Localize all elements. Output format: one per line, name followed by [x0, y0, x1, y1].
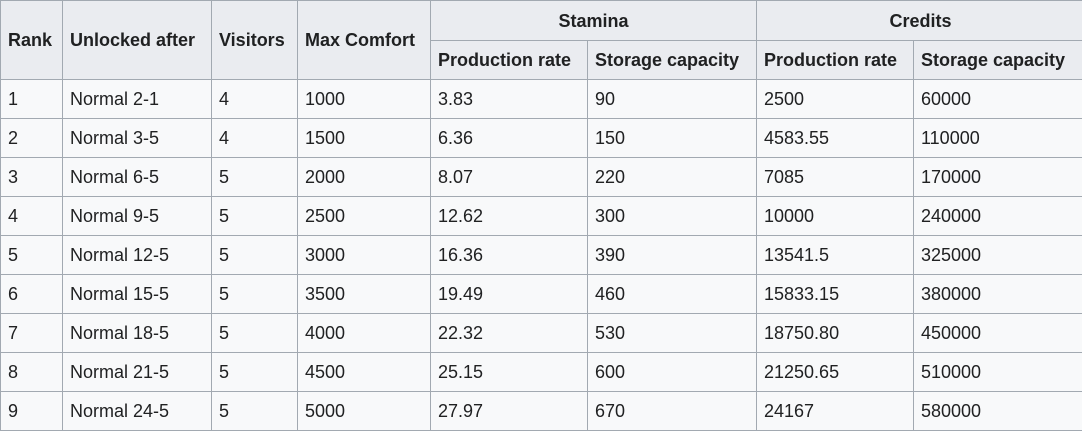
- cell-credits-storage-capacity: 450000: [914, 314, 1082, 353]
- table-row: 9 Normal 24-5 5 5000 27.97 670 24167 580…: [1, 392, 1082, 431]
- cell-stamina-production-rate: 19.49: [431, 275, 588, 314]
- cell-stamina-storage-capacity: 530: [588, 314, 757, 353]
- cell-rank: 5: [1, 236, 63, 275]
- table-row: 6 Normal 15-5 5 3500 19.49 460 15833.15 …: [1, 275, 1082, 314]
- cell-visitors: 5: [212, 392, 298, 431]
- header-visitors: Visitors: [212, 1, 298, 80]
- cell-max-comfort: 2500: [298, 197, 431, 236]
- cell-unlocked-after: Normal 2-1: [63, 80, 212, 119]
- cell-credits-storage-capacity: 510000: [914, 353, 1082, 392]
- cell-visitors: 4: [212, 80, 298, 119]
- cell-stamina-production-rate: 8.07: [431, 158, 588, 197]
- cell-credits-production-rate: 2500: [757, 80, 914, 119]
- cell-rank: 7: [1, 314, 63, 353]
- cell-credits-production-rate: 24167: [757, 392, 914, 431]
- cell-max-comfort: 5000: [298, 392, 431, 431]
- cell-rank: 1: [1, 80, 63, 119]
- cell-unlocked-after: Normal 15-5: [63, 275, 212, 314]
- cell-credits-production-rate: 10000: [757, 197, 914, 236]
- cell-visitors: 5: [212, 353, 298, 392]
- cell-rank: 3: [1, 158, 63, 197]
- cell-stamina-storage-capacity: 300: [588, 197, 757, 236]
- cell-credits-storage-capacity: 240000: [914, 197, 1082, 236]
- cell-credits-storage-capacity: 60000: [914, 80, 1082, 119]
- cell-stamina-production-rate: 6.36: [431, 119, 588, 158]
- cell-visitors: 5: [212, 158, 298, 197]
- cell-stamina-storage-capacity: 90: [588, 80, 757, 119]
- cell-stamina-storage-capacity: 220: [588, 158, 757, 197]
- table-row: 8 Normal 21-5 5 4500 25.15 600 21250.65 …: [1, 353, 1082, 392]
- cell-credits-storage-capacity: 325000: [914, 236, 1082, 275]
- cell-credits-production-rate: 13541.5: [757, 236, 914, 275]
- cell-credits-production-rate: 15833.15: [757, 275, 914, 314]
- cell-visitors: 5: [212, 236, 298, 275]
- cell-stamina-storage-capacity: 670: [588, 392, 757, 431]
- cell-max-comfort: 4500: [298, 353, 431, 392]
- cell-stamina-storage-capacity: 390: [588, 236, 757, 275]
- header-unlocked-after: Unlocked after: [63, 1, 212, 80]
- cell-stamina-storage-capacity: 150: [588, 119, 757, 158]
- header-row-top: Rank Unlocked after Visitors Max Comfort…: [1, 1, 1082, 41]
- table-row: 1 Normal 2-1 4 1000 3.83 90 2500 60000: [1, 80, 1082, 119]
- cell-rank: 4: [1, 197, 63, 236]
- table-header: Rank Unlocked after Visitors Max Comfort…: [1, 1, 1082, 80]
- header-credits-group: Credits: [757, 1, 1082, 41]
- cell-stamina-production-rate: 25.15: [431, 353, 588, 392]
- cell-credits-production-rate: 4583.55: [757, 119, 914, 158]
- cell-max-comfort: 2000: [298, 158, 431, 197]
- cell-stamina-production-rate: 16.36: [431, 236, 588, 275]
- cell-unlocked-after: Normal 24-5: [63, 392, 212, 431]
- cell-visitors: 4: [212, 119, 298, 158]
- cell-credits-production-rate: 18750.80: [757, 314, 914, 353]
- cell-stamina-production-rate: 3.83: [431, 80, 588, 119]
- cell-visitors: 5: [212, 275, 298, 314]
- cell-unlocked-after: Normal 9-5: [63, 197, 212, 236]
- cell-max-comfort: 4000: [298, 314, 431, 353]
- cell-rank: 9: [1, 392, 63, 431]
- table-row: 3 Normal 6-5 5 2000 8.07 220 7085 170000: [1, 158, 1082, 197]
- cell-credits-storage-capacity: 380000: [914, 275, 1082, 314]
- cell-unlocked-after: Normal 12-5: [63, 236, 212, 275]
- header-stamina-production-rate: Production rate: [431, 41, 588, 80]
- cell-unlocked-after: Normal 21-5: [63, 353, 212, 392]
- cell-max-comfort: 1500: [298, 119, 431, 158]
- header-rank: Rank: [1, 1, 63, 80]
- header-stamina-storage-capacity: Storage capacity: [588, 41, 757, 80]
- cell-credits-storage-capacity: 580000: [914, 392, 1082, 431]
- cell-credits-production-rate: 21250.65: [757, 353, 914, 392]
- cell-rank: 2: [1, 119, 63, 158]
- table-row: 2 Normal 3-5 4 1500 6.36 150 4583.55 110…: [1, 119, 1082, 158]
- cell-unlocked-after: Normal 3-5: [63, 119, 212, 158]
- header-credits-storage-capacity: Storage capacity: [914, 41, 1082, 80]
- cell-max-comfort: 3000: [298, 236, 431, 275]
- cell-max-comfort: 1000: [298, 80, 431, 119]
- cell-stamina-storage-capacity: 600: [588, 353, 757, 392]
- cell-rank: 6: [1, 275, 63, 314]
- cell-unlocked-after: Normal 6-5: [63, 158, 212, 197]
- cell-stamina-production-rate: 22.32: [431, 314, 588, 353]
- cell-visitors: 5: [212, 197, 298, 236]
- cell-stamina-production-rate: 27.97: [431, 392, 588, 431]
- cell-visitors: 5: [212, 314, 298, 353]
- cell-stamina-production-rate: 12.62: [431, 197, 588, 236]
- header-credits-production-rate: Production rate: [757, 41, 914, 80]
- table-row: 5 Normal 12-5 5 3000 16.36 390 13541.5 3…: [1, 236, 1082, 275]
- table-row: 7 Normal 18-5 5 4000 22.32 530 18750.80 …: [1, 314, 1082, 353]
- cell-rank: 8: [1, 353, 63, 392]
- table-body: 1 Normal 2-1 4 1000 3.83 90 2500 60000 2…: [1, 80, 1082, 431]
- cell-credits-storage-capacity: 170000: [914, 158, 1082, 197]
- cell-stamina-storage-capacity: 460: [588, 275, 757, 314]
- header-max-comfort: Max Comfort: [298, 1, 431, 80]
- header-stamina-group: Stamina: [431, 1, 757, 41]
- cell-max-comfort: 3500: [298, 275, 431, 314]
- table-row: 4 Normal 9-5 5 2500 12.62 300 10000 2400…: [1, 197, 1082, 236]
- cell-credits-production-rate: 7085: [757, 158, 914, 197]
- cell-unlocked-after: Normal 18-5: [63, 314, 212, 353]
- cell-credits-storage-capacity: 110000: [914, 119, 1082, 158]
